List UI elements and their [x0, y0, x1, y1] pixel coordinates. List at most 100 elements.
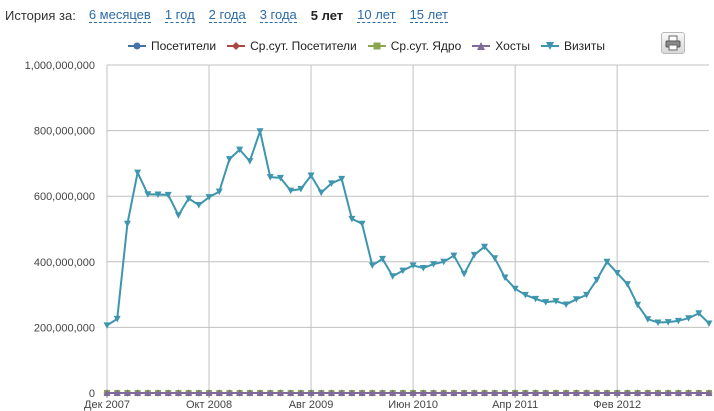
data-point — [338, 175, 346, 183]
period-1-year[interactable]: 1 год — [164, 7, 195, 23]
data-point — [307, 389, 315, 396]
period-2-years[interactable]: 2 года — [208, 7, 246, 23]
data-point — [246, 389, 254, 396]
data-point — [562, 301, 570, 308]
data-point — [705, 320, 713, 327]
data-point — [685, 315, 693, 322]
data-point — [236, 146, 244, 154]
chart-series — [103, 128, 713, 397]
data-point — [144, 389, 152, 396]
data-point — [654, 319, 662, 326]
data-point — [664, 319, 672, 326]
data-point — [613, 269, 621, 277]
data-point — [664, 389, 672, 396]
data-point — [225, 389, 233, 396]
data-point — [297, 185, 305, 193]
data-point — [195, 389, 203, 396]
period-15-years[interactable]: 15 лет — [409, 7, 448, 23]
data-point — [532, 389, 540, 396]
data-point — [674, 317, 682, 325]
data-point — [419, 265, 427, 272]
legend-item-avg-daily-core[interactable]: Ср.сут. Ядро — [367, 39, 461, 53]
data-point — [603, 389, 611, 396]
data-point — [256, 389, 264, 396]
data-point — [685, 389, 693, 396]
data-point — [572, 296, 580, 303]
legend-item-visitors[interactable]: Посетители — [128, 39, 216, 53]
data-point — [481, 243, 489, 251]
legend-label: Хосты — [495, 39, 530, 53]
data-point — [470, 389, 478, 396]
data-point — [583, 389, 591, 396]
y-tick-label: 600,000,000 — [34, 191, 95, 203]
data-point — [613, 389, 621, 396]
data-point — [205, 194, 213, 201]
data-point — [521, 389, 529, 396]
data-point — [501, 389, 509, 396]
legend-marker-triangle-down — [540, 42, 559, 50]
data-point — [450, 389, 458, 396]
data-point — [185, 389, 193, 396]
data-point — [358, 220, 366, 228]
data-point — [389, 273, 397, 280]
data-point — [542, 389, 550, 396]
data-point — [236, 389, 244, 396]
data-point — [215, 389, 223, 396]
legend-label: Визиты — [563, 39, 605, 53]
data-point — [317, 189, 325, 197]
period-6-months[interactable]: 6 месяцев — [88, 7, 151, 23]
data-point — [572, 389, 580, 396]
data-point — [583, 291, 591, 299]
data-point — [623, 389, 631, 396]
period-10-years[interactable]: 10 лет — [357, 7, 396, 23]
chart-axes: 0 200,000,000 400,000,000 600,000,000 800,00… — [25, 60, 709, 411]
data-point — [695, 310, 703, 317]
y-tick-label: 800,000,000 — [34, 126, 95, 138]
data-point — [491, 255, 499, 262]
data-point — [399, 389, 407, 396]
data-point — [644, 389, 652, 396]
data-point — [470, 251, 478, 259]
data-point — [215, 188, 223, 196]
period-5-years[interactable]: 5 лет — [310, 7, 344, 23]
legend-item-avg-daily-visitors[interactable]: Ср.сут. Посетители — [227, 39, 357, 53]
data-point — [317, 389, 325, 396]
data-point — [297, 389, 305, 396]
x-tick-label: Окт 2008 — [186, 399, 232, 411]
data-point — [144, 191, 152, 198]
data-point — [103, 389, 111, 396]
data-point — [123, 220, 131, 228]
data-point — [246, 158, 254, 165]
legend-item-hosts[interactable]: Хосты — [472, 39, 530, 53]
data-point — [430, 389, 438, 396]
data-point — [705, 389, 713, 396]
data-point — [481, 389, 489, 396]
data-point — [368, 389, 376, 396]
data-point — [113, 389, 121, 396]
x-tick-label: Авг 2009 — [289, 399, 334, 411]
data-point — [307, 172, 315, 180]
data-point — [348, 215, 356, 223]
print-button[interactable] — [661, 32, 685, 54]
data-point — [419, 389, 427, 396]
data-point — [287, 389, 295, 396]
period-3-years[interactable]: 3 года — [259, 7, 297, 23]
data-point — [674, 389, 682, 396]
data-point — [521, 291, 529, 299]
history-label: История за: — [5, 7, 76, 23]
data-point — [491, 389, 499, 396]
data-point — [327, 180, 335, 187]
data-point — [378, 389, 386, 396]
data-point — [123, 389, 131, 396]
data-point — [430, 261, 438, 268]
x-tick-label: Июн 2010 — [388, 399, 438, 411]
history-bar: История за: 6 месяцев 1 год 2 года 3 год… — [5, 5, 462, 25]
data-point — [266, 389, 274, 396]
data-point — [225, 156, 233, 163]
legend-label: Ср.сут. Посетители — [250, 39, 357, 53]
data-point — [154, 389, 162, 396]
data-point — [511, 389, 519, 396]
legend-item-visits[interactable]: Визиты — [540, 39, 605, 53]
x-tick-label: Фев 2012 — [593, 399, 641, 411]
y-tick-label: 200,000,000 — [34, 322, 95, 334]
